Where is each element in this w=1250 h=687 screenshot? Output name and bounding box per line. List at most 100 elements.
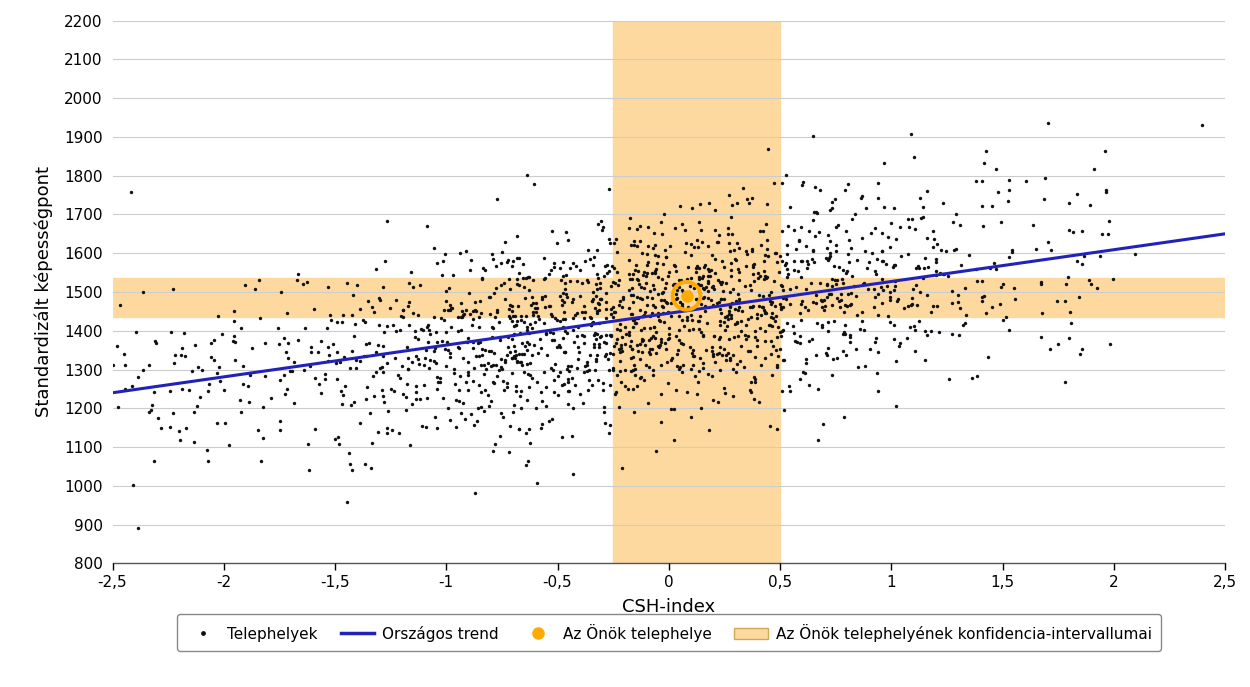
Point: [390, 325, 410, 336]
Point: [619, 330, 639, 341]
Point: [504, 329, 524, 340]
Point: [401, 356, 421, 367]
Point: [804, 296, 824, 307]
Point: [801, 334, 821, 345]
Point: [761, 308, 781, 319]
Point: [1031, 278, 1051, 289]
Point: [416, 421, 436, 432]
Point: [341, 464, 361, 475]
Point: [624, 407, 644, 418]
Point: [270, 424, 290, 435]
Point: [701, 264, 721, 275]
Point: [604, 311, 624, 322]
Point: [856, 262, 876, 273]
Point: [905, 223, 925, 234]
Point: [629, 313, 649, 324]
Point: [464, 419, 484, 430]
Point: [132, 287, 152, 298]
Point: [550, 367, 570, 378]
Point: [912, 202, 932, 213]
Point: [834, 412, 854, 423]
Point: [945, 244, 965, 255]
Point: [688, 315, 707, 326]
Point: [669, 335, 689, 346]
Point: [164, 357, 184, 368]
Point: [1069, 291, 1089, 302]
Point: [552, 333, 572, 344]
Point: [728, 264, 748, 275]
Point: [378, 406, 398, 417]
Point: [559, 385, 579, 396]
Point: [611, 342, 631, 353]
Point: [500, 421, 520, 432]
Point: [542, 364, 562, 375]
Point: [826, 279, 846, 290]
Point: [709, 229, 729, 240]
Point: [420, 329, 440, 340]
Point: [528, 376, 548, 387]
Point: [630, 372, 650, 383]
Point: [761, 299, 781, 310]
Point: [675, 224, 695, 235]
Point: [321, 315, 341, 326]
Point: [988, 187, 1008, 198]
Point: [344, 396, 364, 407]
Point: [676, 291, 696, 302]
Point: [378, 216, 398, 227]
Point: [596, 288, 616, 299]
Point: [372, 350, 392, 361]
Point: [558, 374, 578, 385]
Point: [744, 394, 764, 405]
Point: [304, 304, 324, 315]
Point: [361, 437, 381, 448]
Point: [301, 347, 321, 358]
Point: [372, 362, 392, 373]
Point: [1096, 187, 1116, 198]
Point: [219, 440, 239, 451]
Point: [596, 329, 616, 340]
Point: [736, 245, 756, 256]
Point: [498, 255, 518, 266]
Point: [622, 352, 642, 363]
Point: [785, 225, 805, 236]
Point: [622, 344, 642, 354]
Point: [872, 246, 892, 257]
Point: [525, 298, 545, 309]
Point: [439, 403, 459, 414]
Point: [950, 220, 970, 231]
Point: [538, 350, 558, 361]
Point: [406, 350, 426, 361]
Point: [818, 229, 838, 240]
Point: [838, 249, 858, 260]
Point: [756, 271, 776, 282]
Point: [778, 271, 798, 282]
Point: [489, 365, 509, 376]
Point: [629, 278, 649, 289]
Point: [890, 340, 910, 351]
Point: [952, 320, 972, 331]
Point: [485, 438, 505, 449]
Point: [658, 333, 678, 344]
Point: [460, 308, 480, 319]
Point: [544, 335, 564, 346]
Point: [526, 303, 546, 314]
Point: [669, 345, 689, 356]
Point: [346, 363, 366, 374]
Point: [682, 345, 702, 356]
Point: [621, 365, 641, 376]
Point: [990, 282, 1010, 293]
Point: [424, 355, 444, 366]
Point: [760, 295, 780, 306]
Point: [859, 256, 879, 267]
Point: [941, 328, 961, 339]
Point: [682, 350, 702, 361]
Point: [552, 295, 572, 306]
Point: [648, 250, 668, 261]
Point: [503, 353, 522, 364]
Point: [821, 288, 841, 299]
Point: [384, 385, 404, 396]
Point: [466, 305, 486, 316]
Point: [110, 300, 130, 311]
Point: [341, 345, 361, 356]
Point: [578, 357, 598, 368]
